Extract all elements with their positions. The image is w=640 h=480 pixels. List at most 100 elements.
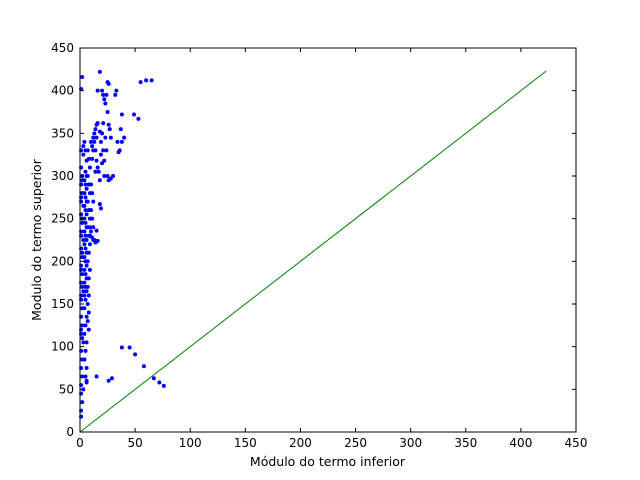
x-axis-ticks: 0 50 100 150 200 250 300 350 400 450: [76, 48, 587, 450]
data-point: [122, 135, 127, 140]
data-point: [104, 92, 109, 97]
data-point: [82, 357, 87, 362]
data-point: [82, 306, 87, 311]
data-point: [83, 348, 88, 353]
data-point: [82, 293, 87, 298]
data-point: [91, 135, 96, 140]
data-point: [83, 182, 88, 187]
data-point: [82, 203, 87, 208]
data-point: [115, 139, 120, 144]
data-point: [95, 88, 100, 93]
y-tick-label: 100: [51, 340, 74, 354]
data-point: [100, 88, 105, 93]
data-point: [85, 302, 90, 306]
y-tick-label: 150: [51, 297, 74, 311]
data-point: [85, 284, 90, 289]
data-point: [161, 383, 166, 388]
data-point: [86, 327, 91, 332]
data-point: [83, 169, 88, 174]
data-point: [106, 81, 111, 86]
data-point: [85, 199, 90, 204]
data-point: [80, 374, 85, 379]
data-point: [80, 336, 85, 341]
data-point: [102, 174, 107, 178]
data-point: [81, 238, 86, 242]
data-point: [94, 374, 99, 379]
data-point: [86, 156, 91, 161]
x-tick-label: 50: [127, 436, 142, 450]
data-point: [89, 208, 94, 213]
data-point: [82, 242, 87, 247]
data-point: [103, 135, 108, 140]
data-point: [93, 169, 98, 174]
data-point: [101, 148, 106, 153]
data-point: [90, 156, 95, 161]
data-point: [105, 174, 110, 178]
data-point: [98, 152, 103, 157]
data-point: [81, 289, 86, 294]
data-point: [83, 246, 88, 251]
data-point: [101, 92, 106, 97]
data-point: [95, 121, 100, 126]
data-point: [84, 186, 89, 191]
x-tick-label: 350: [454, 436, 477, 450]
data-point: [93, 127, 98, 132]
data-point: [83, 220, 88, 225]
data-point: [90, 216, 95, 221]
data-point: [87, 242, 92, 247]
data-point: [144, 78, 149, 83]
data-point: [85, 259, 90, 264]
data-point: [94, 158, 99, 163]
data-point: [84, 366, 89, 370]
data-point: [83, 323, 88, 328]
x-tick-label: 250: [344, 436, 367, 450]
data-point: [97, 69, 102, 74]
data-point: [83, 374, 88, 379]
data-point: [106, 178, 111, 183]
data-point: [95, 165, 100, 170]
data-point: [81, 144, 86, 149]
data-point: [103, 101, 108, 106]
data-point: [85, 319, 90, 324]
data-point: [82, 178, 87, 183]
data-point: [86, 276, 91, 281]
data-point: [85, 174, 90, 178]
data-point: [84, 289, 89, 294]
data-point: [89, 139, 94, 144]
data-point: [119, 345, 124, 350]
y-tick-label: 200: [51, 254, 74, 268]
reference-line-path: [79, 70, 547, 433]
x-tick-label: 100: [179, 436, 202, 450]
data-point: [93, 148, 98, 153]
x-tick-label: 150: [234, 436, 257, 450]
y-tick-label: 0: [66, 425, 74, 439]
data-point: [157, 380, 162, 385]
x-tick-label: 0: [76, 436, 84, 450]
data-point: [98, 206, 103, 211]
data-point: [82, 280, 87, 285]
data-point: [141, 364, 146, 369]
data-point: [138, 80, 143, 85]
data-point: [107, 127, 112, 132]
data-point: [90, 191, 95, 196]
x-axis-label: Módulo do termo inferior: [250, 454, 406, 469]
data-point: [136, 116, 141, 121]
data-point: [100, 131, 105, 136]
data-point: [87, 165, 92, 170]
data-point: [114, 88, 119, 93]
scatter-points: [79, 69, 166, 419]
y-axis-label: Modulo do termo superior: [29, 158, 44, 321]
data-point: [86, 310, 91, 315]
data-point: [102, 158, 107, 163]
data-point: [82, 229, 87, 234]
data-point: [83, 195, 88, 200]
data-point: [91, 225, 96, 230]
data-point: [102, 97, 107, 102]
data-point: [109, 376, 114, 381]
data-point: [84, 238, 89, 242]
data-point: [87, 267, 92, 272]
data-point: [84, 263, 89, 268]
x-tick-label: 300: [399, 436, 422, 450]
data-point: [108, 135, 113, 140]
data-point: [85, 148, 90, 153]
